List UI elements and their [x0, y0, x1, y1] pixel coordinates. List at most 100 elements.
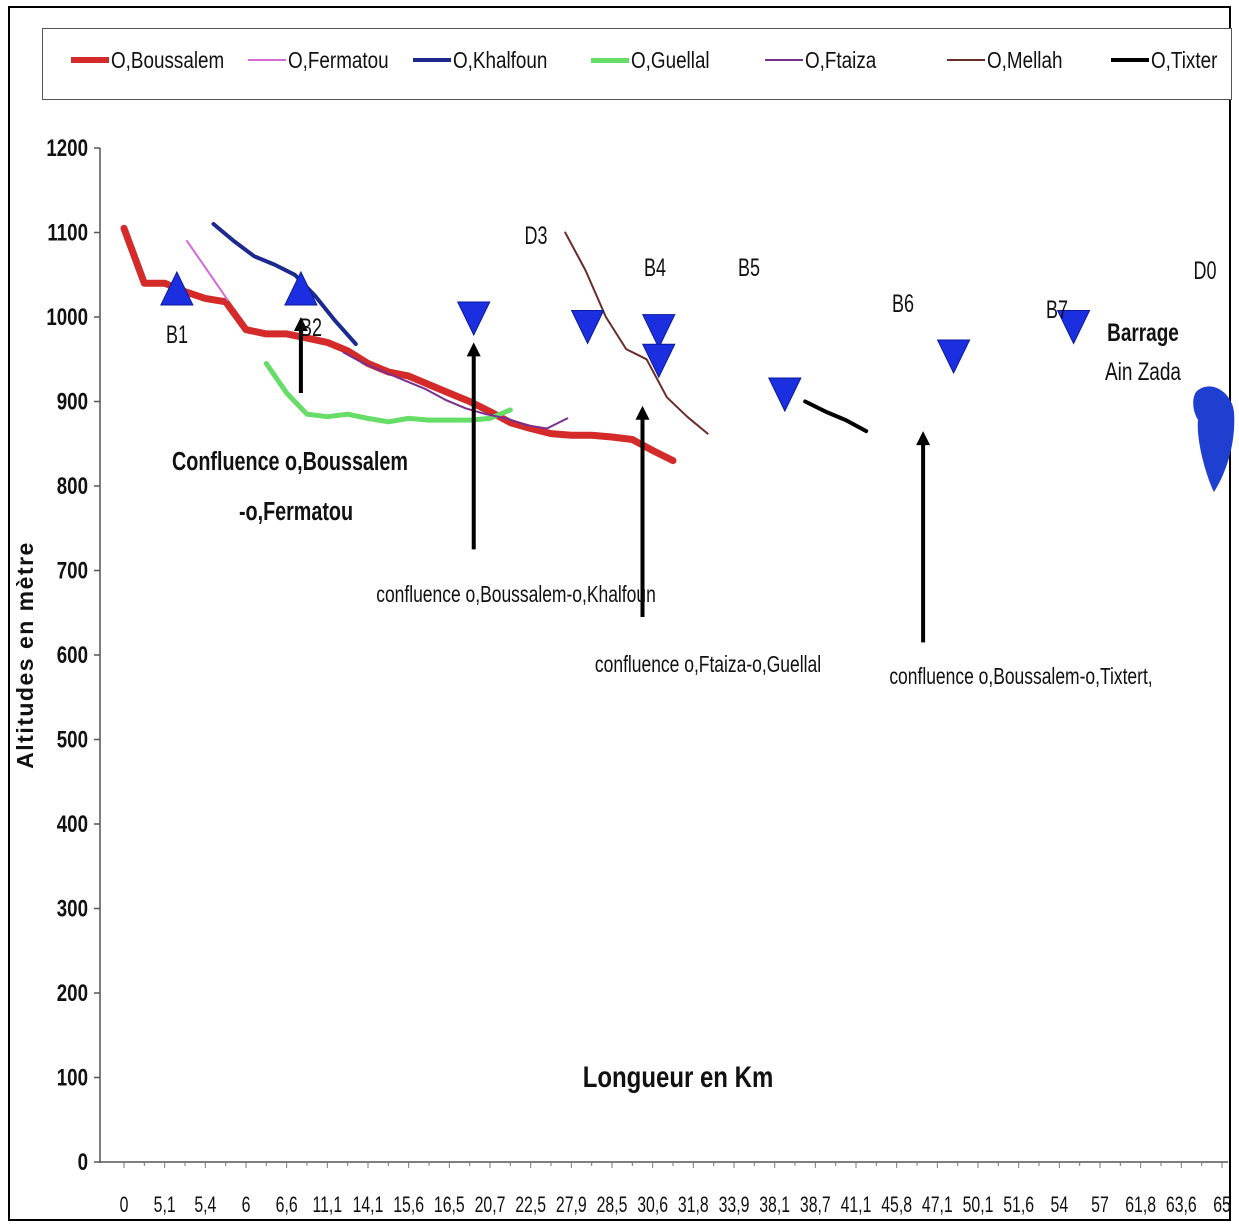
series-line: [564, 231, 709, 435]
legend-item: O,Mellah: [947, 47, 1079, 73]
series-line: [342, 351, 569, 430]
x-tick-label: 16,5: [434, 1194, 465, 1218]
legend-label: O,Mellah: [987, 46, 1063, 73]
legend-item: O,Fermatou: [248, 47, 411, 73]
legend-swatch: [248, 59, 286, 61]
y-tick-label: 1100: [47, 219, 88, 246]
annotation-text: Ain Zada: [1105, 357, 1182, 385]
x-tick-label: 20,7: [475, 1194, 506, 1218]
station-label: B1: [166, 320, 188, 349]
x-tick-label: 30,6: [637, 1194, 668, 1218]
arrow-head: [466, 342, 481, 357]
y-tick-label: 300: [57, 895, 88, 922]
station-label: B4: [644, 253, 666, 282]
legend-label: O,Boussalem: [111, 46, 225, 73]
annotation-text: confluence o,Ftaiza-o,Guellal: [595, 653, 821, 678]
station-marker: [641, 314, 676, 349]
station-label: D0: [1194, 256, 1217, 285]
station-label: B7: [1046, 295, 1068, 324]
x-tick-label: 6: [242, 1194, 251, 1218]
y-tick-label: 0: [78, 1149, 88, 1176]
x-tick-label: 11,1: [313, 1194, 343, 1218]
x-tick-label: 63,6: [1166, 1194, 1197, 1218]
y-tick-label: 1200: [46, 135, 88, 162]
x-axis-title: Longueur en Km: [583, 1059, 774, 1093]
arrow-head: [635, 405, 650, 420]
legend-item: O,Guellal: [591, 47, 727, 73]
station-marker: [570, 309, 605, 345]
chart-frame: [8, 6, 1231, 1221]
annotation-text: confluence o,Boussalem-o,Khalfoun: [376, 583, 656, 608]
arrow-head: [293, 317, 308, 331]
x-tick-label: 45,8: [881, 1194, 912, 1218]
legend-label: O,Guellal: [631, 46, 710, 73]
station-label: B2: [300, 313, 322, 342]
x-tick-label: 41,1: [841, 1194, 872, 1218]
legend-swatch: [947, 59, 985, 61]
legend-label: O,Ftaiza: [805, 46, 877, 73]
legend-item: O,Tixter: [1111, 47, 1232, 73]
legend-swatch: [413, 58, 451, 62]
y-tick-label: 900: [57, 388, 88, 415]
x-tick-label: 54: [1051, 1194, 1069, 1218]
series-line: [263, 361, 513, 425]
legend-label: O,Khalfoun: [453, 46, 548, 73]
x-tick-label: 33,9: [719, 1194, 750, 1218]
legend-item: O,Khalfoun: [413, 47, 568, 73]
x-tick-label: 65: [1213, 1194, 1231, 1218]
series-line: [120, 224, 677, 465]
x-tick-label: 22,5: [515, 1194, 546, 1218]
x-tick-label: 28,5: [597, 1194, 628, 1218]
series-line: [803, 399, 869, 434]
x-tick-label: 5,4: [194, 1194, 216, 1218]
y-tick-label: 700: [57, 557, 88, 584]
y-tick-label: 500: [57, 726, 88, 753]
y-tick-label: 800: [57, 473, 88, 500]
station-label: D3: [525, 221, 548, 250]
annotation-text: Confluence o,Boussalem: [172, 446, 408, 475]
station-marker: [936, 339, 971, 375]
annotation-text: confluence o,Boussalem-o,Tixtert,: [889, 665, 1152, 690]
x-tick-label: 6,6: [276, 1194, 298, 1218]
x-tick-label: 31,8: [678, 1194, 709, 1218]
y-tick-label: 600: [57, 642, 88, 669]
legend-swatch: [765, 59, 803, 61]
x-tick-label: 57: [1091, 1194, 1109, 1218]
x-tick-label: 50,1: [963, 1194, 994, 1218]
arrow-head: [916, 431, 931, 446]
station-marker: [160, 270, 194, 306]
x-tick-label: 5,1: [154, 1194, 176, 1218]
y-axis-title: Altitudes en mètre: [12, 541, 38, 769]
series-line: [186, 240, 229, 302]
station-marker: [1056, 309, 1091, 345]
legend-swatch: [1111, 58, 1149, 62]
x-tick-label: 38,1: [759, 1194, 790, 1218]
station-marker: [768, 377, 802, 413]
legend-swatch: [71, 57, 109, 63]
y-tick-label: 200: [57, 980, 88, 1007]
y-tick-label: 1000: [46, 304, 88, 331]
x-tick-label: 51,6: [1003, 1194, 1034, 1218]
annotation-text: -o,Fermatou: [239, 496, 353, 525]
annotation-text: Barrage: [1107, 318, 1179, 346]
x-tick-label: 14,1: [353, 1194, 384, 1218]
x-tick-label: 15,6: [393, 1194, 424, 1218]
dam-shape: [1193, 386, 1235, 492]
chart-legend: O,Boussalem O,Fermatou O,Khalfoun O,Guellal…: [42, 28, 1232, 100]
x-tick-label: 38,7: [800, 1194, 831, 1218]
station-marker: [641, 343, 676, 379]
series-line: [211, 222, 358, 346]
x-tick-label: 47,1: [922, 1194, 953, 1218]
station-marker: [284, 270, 318, 306]
legend-label: O,Tixter: [1151, 46, 1218, 73]
y-tick-label: 400: [57, 811, 88, 838]
x-tick-label: 61,8: [1125, 1194, 1156, 1218]
y-tick-label: 100: [57, 1064, 88, 1091]
x-tick-label: 0: [120, 1194, 129, 1218]
station-label: B6: [892, 289, 914, 318]
station-marker: [456, 301, 491, 337]
legend-item: O,Boussalem: [71, 47, 249, 73]
x-tick-label: 27,9: [556, 1194, 587, 1218]
legend-item: O,Ftaiza: [765, 47, 892, 73]
